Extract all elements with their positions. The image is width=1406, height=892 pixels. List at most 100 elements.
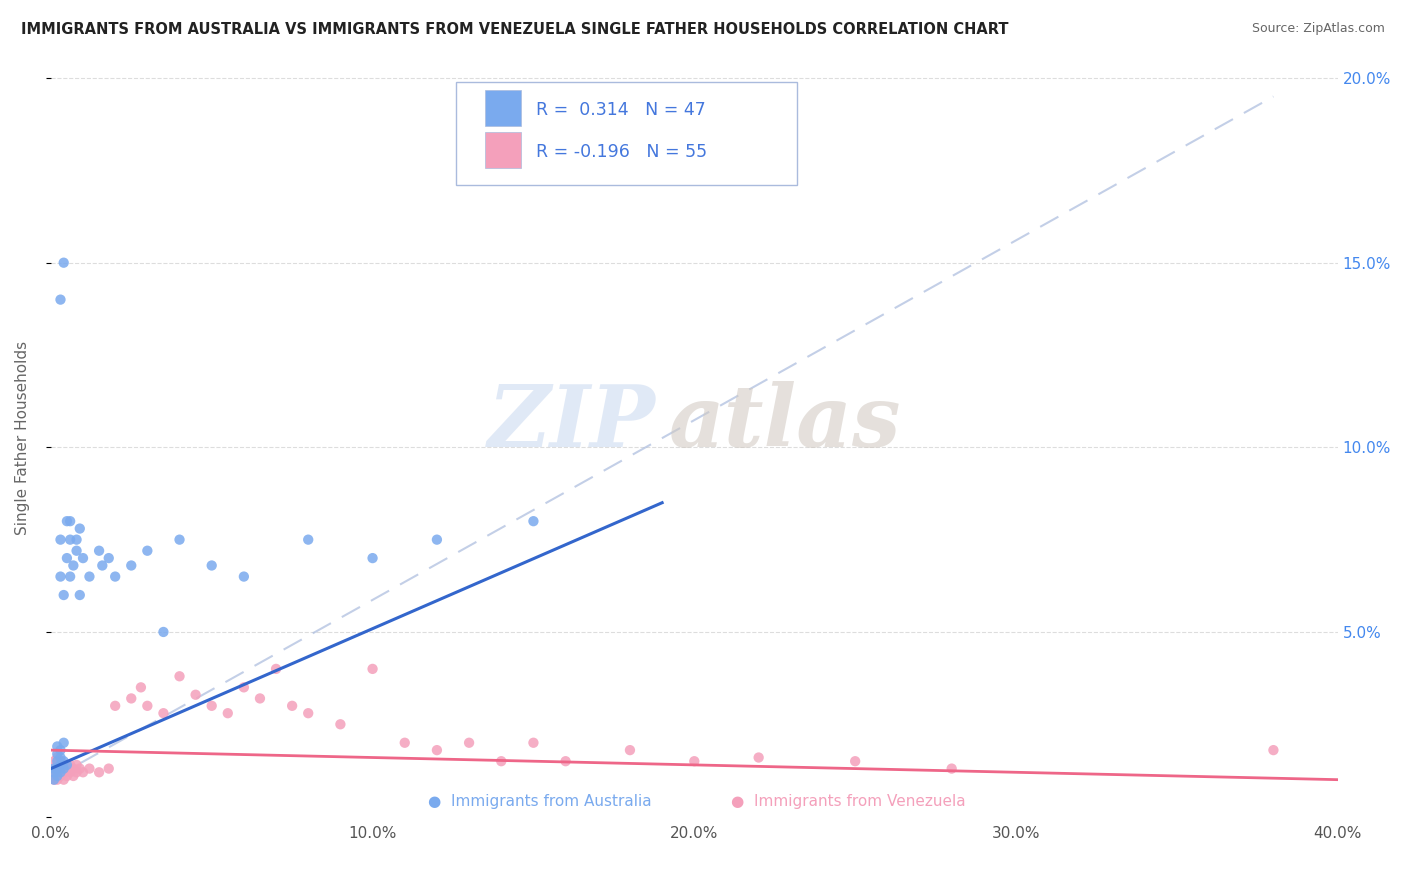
Point bbox=[62, 558, 84, 573]
Point bbox=[97, 762, 120, 776]
Point bbox=[49, 533, 72, 547]
Point bbox=[491, 754, 513, 768]
Point bbox=[201, 558, 224, 573]
FancyBboxPatch shape bbox=[485, 90, 520, 127]
Point bbox=[458, 736, 481, 750]
Point bbox=[59, 514, 82, 528]
Text: IMMIGRANTS FROM AUSTRALIA VS IMMIGRANTS FROM VENEZUELA SINGLE FATHER HOUSEHOLDS : IMMIGRANTS FROM AUSTRALIA VS IMMIGRANTS … bbox=[21, 22, 1008, 37]
Point bbox=[62, 769, 84, 783]
Text: R = -0.196   N = 55: R = -0.196 N = 55 bbox=[536, 143, 707, 161]
Point bbox=[49, 569, 72, 583]
Point bbox=[42, 762, 65, 776]
Text: ZIP: ZIP bbox=[488, 381, 655, 465]
Point bbox=[42, 772, 65, 787]
Point bbox=[72, 551, 94, 566]
Point bbox=[232, 569, 254, 583]
Point bbox=[184, 688, 207, 702]
Point bbox=[46, 772, 69, 787]
Point bbox=[56, 769, 79, 783]
Point bbox=[1263, 743, 1285, 757]
Point bbox=[136, 543, 159, 558]
Point bbox=[297, 706, 319, 721]
Point bbox=[65, 543, 87, 558]
Point bbox=[941, 762, 963, 776]
Point bbox=[152, 624, 174, 639]
Point bbox=[79, 569, 101, 583]
Point bbox=[217, 706, 239, 721]
Point bbox=[329, 717, 352, 731]
Point bbox=[426, 743, 449, 757]
Point bbox=[42, 772, 65, 787]
Point bbox=[52, 256, 75, 270]
Point bbox=[69, 762, 91, 776]
Point bbox=[46, 769, 69, 783]
Point bbox=[59, 569, 82, 583]
Point bbox=[46, 747, 69, 761]
Point bbox=[46, 762, 69, 776]
Point bbox=[152, 706, 174, 721]
Point bbox=[52, 736, 75, 750]
Point bbox=[42, 762, 65, 776]
Point bbox=[42, 765, 65, 780]
Point bbox=[46, 750, 69, 764]
Point bbox=[49, 762, 72, 776]
Point bbox=[522, 514, 544, 528]
Point bbox=[46, 739, 69, 754]
Point bbox=[65, 758, 87, 772]
Point bbox=[46, 758, 69, 772]
Point bbox=[52, 758, 75, 772]
Point bbox=[522, 736, 544, 750]
Point bbox=[69, 588, 91, 602]
Point bbox=[49, 750, 72, 764]
Point bbox=[554, 754, 576, 768]
Point bbox=[361, 662, 384, 676]
Point bbox=[56, 758, 79, 772]
Point bbox=[87, 765, 110, 780]
Point bbox=[87, 543, 110, 558]
Point bbox=[844, 754, 866, 768]
Point bbox=[46, 754, 69, 768]
Point bbox=[72, 765, 94, 780]
Point bbox=[201, 698, 224, 713]
Point bbox=[65, 765, 87, 780]
Point bbox=[169, 533, 191, 547]
Point bbox=[52, 588, 75, 602]
Text: ●  Immigrants from Australia: ● Immigrants from Australia bbox=[427, 794, 651, 809]
Point bbox=[136, 698, 159, 713]
Point bbox=[56, 551, 79, 566]
Point bbox=[52, 754, 75, 768]
Y-axis label: Single Father Households: Single Father Households bbox=[15, 341, 30, 535]
Point bbox=[49, 754, 72, 768]
Point bbox=[62, 762, 84, 776]
Point bbox=[97, 551, 120, 566]
Text: ●  Immigrants from Venezuela: ● Immigrants from Venezuela bbox=[731, 794, 966, 809]
Point bbox=[56, 514, 79, 528]
Point bbox=[120, 558, 142, 573]
Point bbox=[59, 765, 82, 780]
Point bbox=[104, 698, 127, 713]
Point bbox=[49, 765, 72, 780]
Point bbox=[79, 762, 101, 776]
Point bbox=[49, 769, 72, 783]
Point bbox=[42, 754, 65, 768]
Point bbox=[59, 533, 82, 547]
Point bbox=[361, 551, 384, 566]
Text: R =  0.314   N = 47: R = 0.314 N = 47 bbox=[536, 101, 706, 120]
FancyBboxPatch shape bbox=[485, 132, 520, 169]
Point bbox=[69, 522, 91, 536]
Point bbox=[49, 743, 72, 757]
Point bbox=[104, 569, 127, 583]
Point bbox=[56, 762, 79, 776]
Point bbox=[46, 765, 69, 780]
FancyBboxPatch shape bbox=[456, 82, 797, 185]
Point bbox=[52, 765, 75, 780]
Text: Source: ZipAtlas.com: Source: ZipAtlas.com bbox=[1251, 22, 1385, 36]
Point bbox=[249, 691, 271, 706]
Point bbox=[426, 533, 449, 547]
Point bbox=[52, 762, 75, 776]
Point bbox=[169, 669, 191, 683]
Text: atlas: atlas bbox=[669, 381, 901, 465]
Point bbox=[297, 533, 319, 547]
Point bbox=[120, 691, 142, 706]
Point bbox=[394, 736, 416, 750]
